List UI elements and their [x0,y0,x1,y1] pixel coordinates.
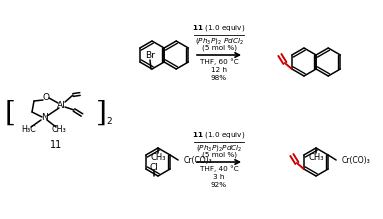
Text: [: [ [5,99,15,127]
Text: $\mathbf{11}$ (1.0 equiv): $\mathbf{11}$ (1.0 equiv) [192,23,246,33]
Text: Br: Br [145,51,155,60]
Text: Al: Al [57,101,65,110]
Text: THF, 60 °C: THF, 60 °C [200,59,238,65]
Text: $\mathbf{11}$ (1.0 equiv): $\mathbf{11}$ (1.0 equiv) [192,130,246,140]
Text: CH₃: CH₃ [52,125,66,134]
Text: Cr(CO)₃: Cr(CO)₃ [184,157,213,166]
Text: 12 h: 12 h [211,67,227,73]
Text: 11: 11 [50,140,62,150]
Text: CH₃: CH₃ [308,152,324,161]
Text: THF, 40 °C: THF, 40 °C [200,166,238,172]
Text: 92%: 92% [211,182,227,188]
Text: CH₃: CH₃ [150,152,166,161]
Text: 2: 2 [106,118,111,127]
Text: 3 h: 3 h [213,174,225,180]
Text: (5 mol %): (5 mol %) [201,45,236,51]
Text: N: N [41,113,47,122]
Text: H₃C: H₃C [21,125,36,134]
Text: Cl: Cl [150,162,159,171]
Text: $(Ph_3P)_2\ PdCl_2$: $(Ph_3P)_2\ PdCl_2$ [195,36,244,46]
Text: O: O [43,92,49,101]
Text: 98%: 98% [211,75,227,81]
Text: Cr(CO)₃: Cr(CO)₃ [342,157,371,166]
Text: ]: ] [96,99,106,127]
Text: $(Ph_3P)_2PdCl_2$: $(Ph_3P)_2PdCl_2$ [196,143,242,153]
Text: (5 mol %): (5 mol %) [201,152,236,158]
